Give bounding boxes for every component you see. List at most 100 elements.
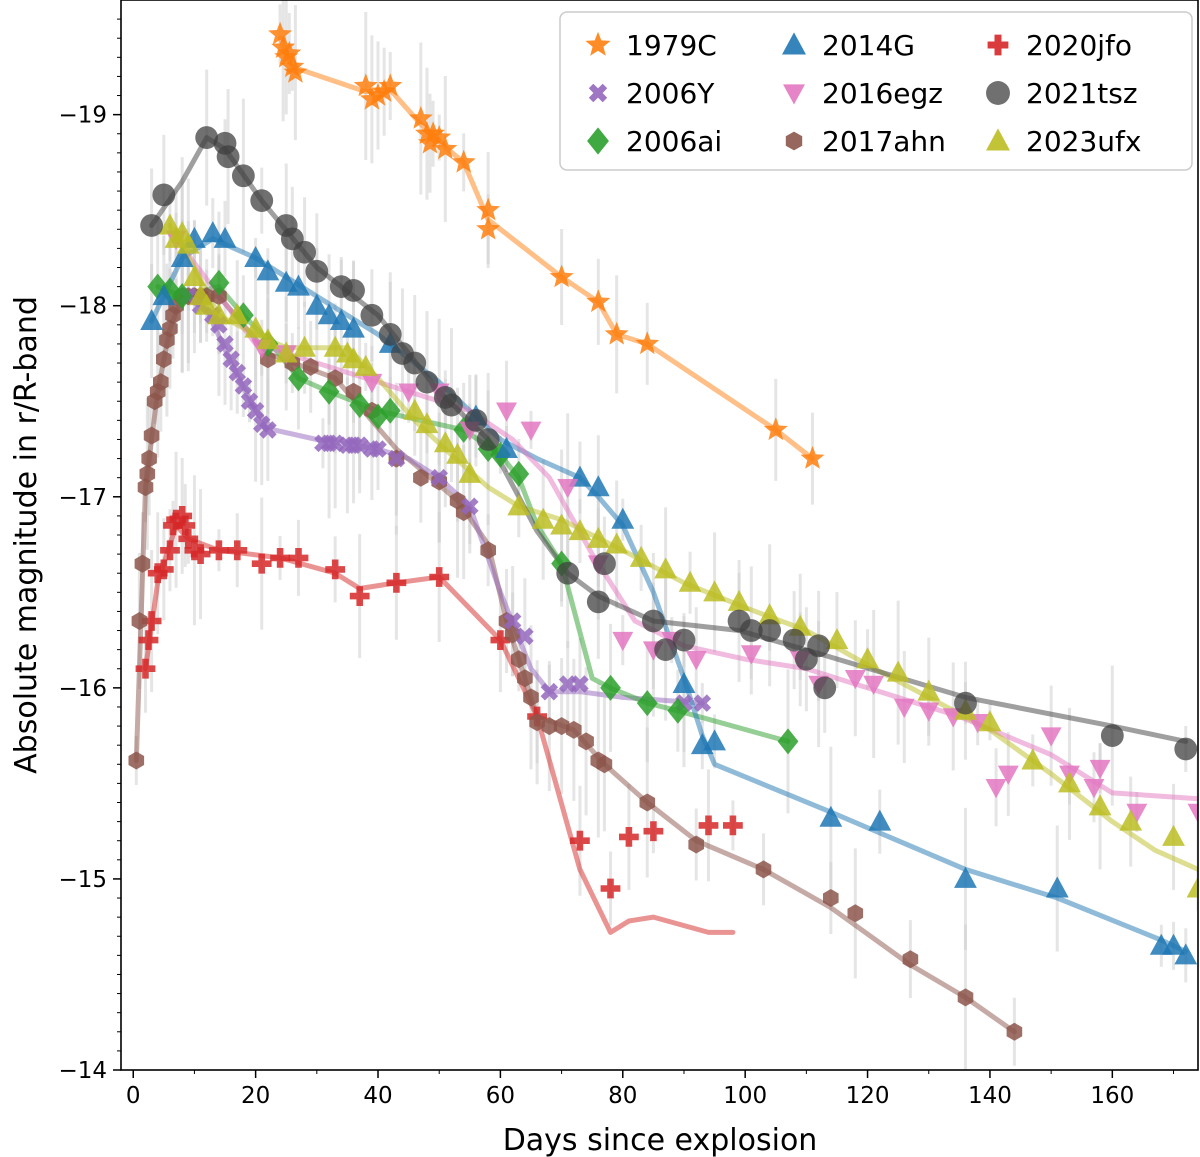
x-tick-label: 60 <box>486 1083 515 1109</box>
data-point-2021tsz <box>305 259 329 283</box>
data-point-2017ahn <box>211 287 227 306</box>
data-point-2021tsz <box>140 214 163 237</box>
x-axis-label: Days since explosion <box>503 1123 818 1157</box>
data-point-2017ahn <box>902 950 919 969</box>
data-point-2014g <box>586 475 610 497</box>
legend-label-2023ufx: 2023ufx <box>1026 125 1141 158</box>
data-point-2020jfo <box>349 586 370 606</box>
data-point-2014g <box>1162 933 1185 955</box>
data-point-2016egz <box>985 778 1007 799</box>
data-point-2017ahn <box>143 426 160 445</box>
data-point-2014g <box>201 221 225 243</box>
data-point-2023ufx <box>703 580 726 602</box>
data-point-2006ai <box>508 460 530 487</box>
legend-marker-2017ahn <box>785 131 803 151</box>
data-point-2021tsz <box>342 279 365 302</box>
data-point-2020jfo <box>175 515 196 536</box>
data-point-1979c <box>635 331 660 355</box>
data-point-2023ufx <box>225 303 249 325</box>
data-point-2021tsz <box>954 691 977 715</box>
data-point-2023ufx <box>1186 876 1198 898</box>
data-point-2006y <box>503 612 522 630</box>
data-point-2006ai <box>288 365 309 392</box>
data-point-2017ahn <box>957 988 974 1007</box>
data-point-2014g <box>244 245 268 267</box>
data-point-2023ufx <box>354 354 378 376</box>
data-point-2020jfo <box>138 630 159 650</box>
data-point-2017ahn <box>511 650 527 669</box>
data-point-2016egz <box>557 478 579 499</box>
data-point-2017ahn <box>504 625 521 644</box>
data-point-2014g <box>287 274 310 296</box>
data-point-2017ahn <box>134 554 151 573</box>
data-point-2023ufx <box>274 341 298 363</box>
data-point-1979c <box>353 73 378 97</box>
data-point-2021tsz <box>654 638 678 662</box>
data-point-2023ufx <box>1021 748 1045 770</box>
data-point-2014g <box>140 309 163 330</box>
data-point-2017ahn <box>688 835 704 854</box>
x-tick-label: 160 <box>1090 1083 1134 1109</box>
data-point-2017ahn <box>529 713 545 732</box>
data-point-2017ahn <box>162 319 178 338</box>
data-point-2021tsz <box>641 609 665 633</box>
data-point-2006y <box>259 421 277 439</box>
legend-label-2006ai: 2006ai <box>626 125 722 158</box>
data-point-2014g <box>329 309 353 330</box>
data-point-2023ufx <box>978 710 1002 732</box>
data-point-2017ahn <box>517 669 533 688</box>
data-point-2006y <box>216 335 234 353</box>
data-point-2016egz <box>918 702 940 722</box>
data-point-2017ahn <box>596 755 613 774</box>
data-point-2021tsz <box>195 126 219 149</box>
data-point-2016egz <box>997 765 1019 785</box>
series-line-2014g <box>149 236 1189 954</box>
data-point-1979c <box>476 216 501 240</box>
data-point-2020jfo <box>153 559 174 580</box>
y-axis-label: Absolute magnitude in r/R-band <box>9 296 44 774</box>
legend-marker-2006y <box>588 83 608 103</box>
y-tick-label: −14 <box>58 1058 107 1084</box>
data-point-1979c <box>271 35 296 58</box>
data-point-2021tsz <box>807 634 831 658</box>
x-tick-label: 100 <box>723 1083 767 1109</box>
data-point-2014g <box>274 270 298 292</box>
data-point-1979c <box>408 105 433 129</box>
data-point-2023ufx <box>568 519 592 541</box>
data-point-2014g <box>703 729 726 751</box>
data-point-2023ufx <box>1119 809 1143 831</box>
data-point-1979c <box>604 321 629 345</box>
data-point-2023ufx <box>654 557 678 579</box>
data-point-2016egz <box>520 421 542 441</box>
data-point-2023ufx <box>1162 824 1185 846</box>
data-point-2016egz <box>496 402 517 422</box>
data-point-2023ufx <box>758 603 782 625</box>
legend-marker-2014g <box>782 32 806 55</box>
data-point-2023ufx <box>550 513 573 535</box>
data-point-2023ufx <box>1088 794 1112 816</box>
data-point-1979c <box>283 60 308 83</box>
x-tick-label: 0 <box>126 1083 141 1109</box>
data-point-2016egz <box>398 383 420 403</box>
data-point-2020jfo <box>178 528 199 549</box>
data-point-2017ahn <box>260 350 276 369</box>
data-point-1979c <box>549 264 574 288</box>
data-point-2014g <box>213 226 237 248</box>
data-point-2023ufx <box>886 660 910 682</box>
data-point-2023ufx <box>507 494 531 516</box>
data-point-2006y <box>387 449 406 468</box>
data-point-2021tsz <box>593 552 616 576</box>
data-point-2006ai <box>667 697 689 724</box>
data-point-2023ufx <box>458 461 482 483</box>
data-point-2006y <box>228 363 247 382</box>
data-point-2023ufx <box>244 316 268 338</box>
data-point-1979c <box>433 136 458 160</box>
y-tick-labels: −19 −18 −17 −16 −15 −14 <box>58 103 107 1084</box>
y-tick-label: −19 <box>58 103 107 129</box>
x-tick-labels: 0 20 40 60 80 100 120 140 160 <box>126 1083 1134 1109</box>
legend-marker-2023ufx <box>986 128 1010 151</box>
data-point-2017ahn <box>541 717 558 736</box>
data-point-2023ufx <box>856 647 879 669</box>
data-point-2021tsz <box>231 164 255 188</box>
